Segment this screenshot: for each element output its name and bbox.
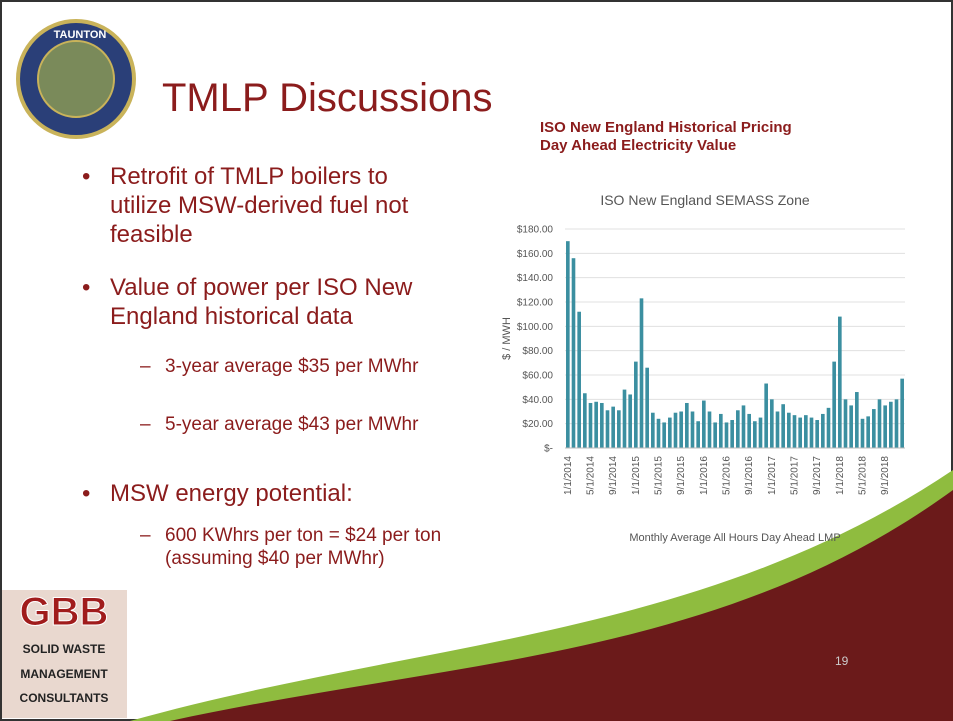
sub-bullet: 5-year average $43 per MWhr	[140, 413, 425, 436]
maroon-swoosh	[170, 490, 953, 721]
slide-title: TMLP Discussions	[162, 76, 493, 120]
bullet: Value of power per ISO New England histo…	[82, 273, 480, 331]
chart-heading: ISO New England Historical Pricing Day A…	[540, 119, 792, 155]
sub-bullet: 3-year average $35 per MWhr	[140, 355, 425, 378]
logo-mark: GBB	[20, 590, 109, 634]
heading-line: ISO New England Historical Pricing	[540, 119, 792, 136]
logo-line: MANAGEMENT	[20, 667, 108, 681]
bullet: MSW energy potential:	[82, 479, 480, 508]
page-number: 19	[835, 654, 849, 668]
seal: TAUNTON	[16, 19, 136, 139]
heading-line: Day Ahead Electricity Value	[540, 137, 737, 154]
logo-line: SOLID WASTE	[23, 642, 106, 656]
gbb-logo: GBB SOLID WASTE MANAGEMENT CONSULTANTS	[2, 590, 127, 718]
sub-bullet: 600 KWhrs per ton = $24 per ton (assumin…	[140, 524, 485, 570]
logo-line: CONSULTANTS	[20, 691, 109, 705]
bullet: Retrofit of TMLP boilers to utilize MSW-…	[82, 162, 440, 249]
seal-text: TAUNTON	[54, 29, 107, 41]
